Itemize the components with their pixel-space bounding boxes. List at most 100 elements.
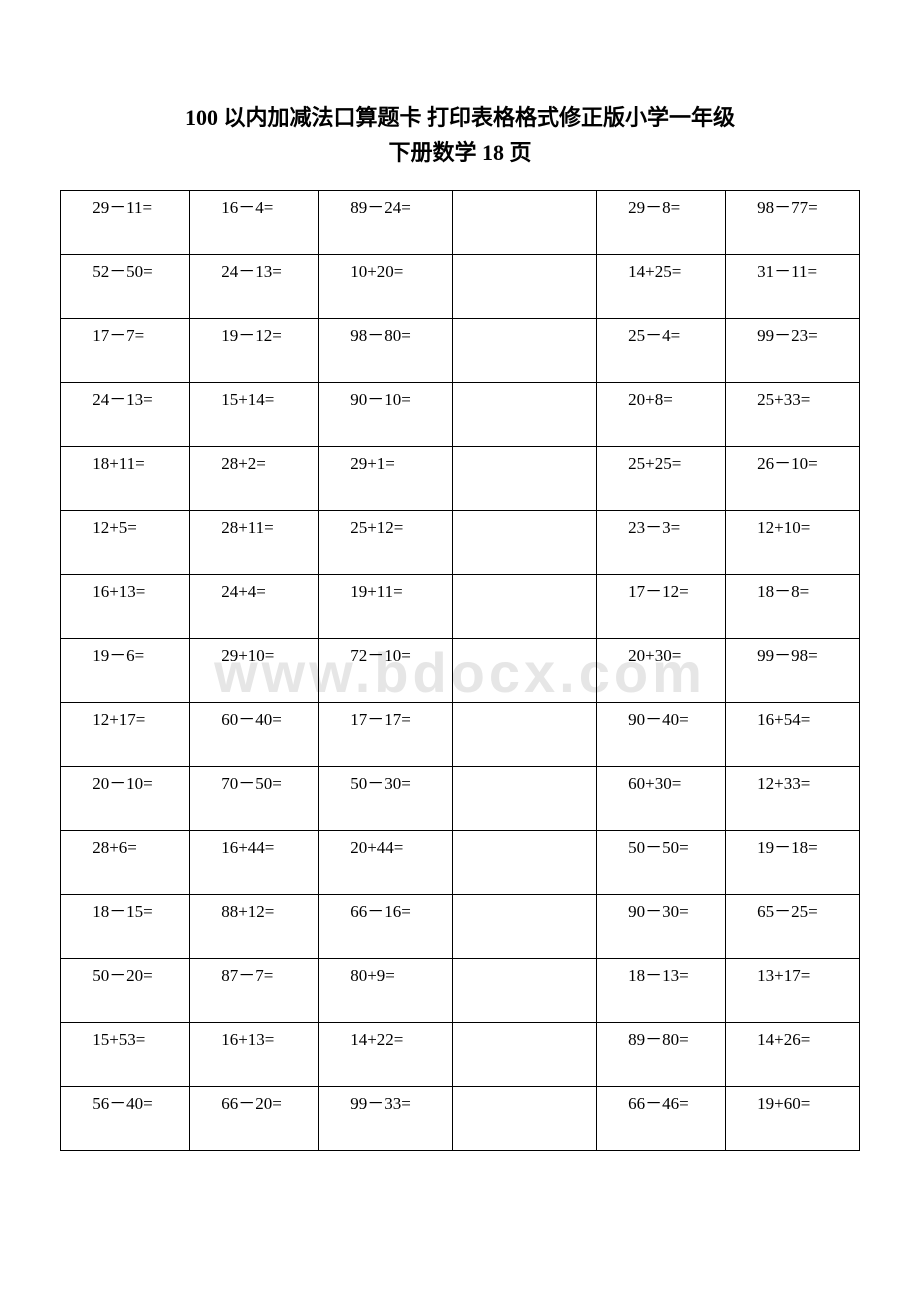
table-cell [453,511,597,575]
cell-text: 50－20= [65,965,185,988]
cell-text: 12+17= [65,709,185,732]
table-cell: 52－50= [61,255,190,319]
table-cell: 17－7= [61,319,190,383]
table-cell: 98－80= [319,319,453,383]
table-row: 18+11=28+2= 29+1= 25+25=26－10= [61,447,860,511]
table-cell [453,575,597,639]
table-cell: 15+53= [61,1023,190,1087]
table-cell: 99－23= [725,319,859,383]
cell-text: 12+5= [65,517,185,540]
table-cell: 19+11= [319,575,453,639]
cell-text: 15+14= [194,389,314,412]
table-cell: 90－10= [319,383,453,447]
table-cell: 29－8= [596,191,725,255]
table-cell: 89－24= [319,191,453,255]
cell-text: 60+30= [601,773,721,796]
cell-text: 56－40= [65,1093,185,1116]
table-cell: 31－11= [725,255,859,319]
table-row: 29－11= 16－4=89－24= 29－8=98－77= [61,191,860,255]
table-row: 16+13=24+4=19+11=17－12=18－8= [61,575,860,639]
table-cell [453,831,597,895]
table-cell [453,447,597,511]
table-cell: 23－3= [596,511,725,575]
cell-text: 50－30= [323,773,448,796]
table-row: 17－7=19－12=98－80=25－4=99－23= [61,319,860,383]
cell-text: 90－40= [601,709,721,732]
table-row: 12+17=60－40=17－17=90－40=16+54= [61,703,860,767]
table-cell: 60－40= [190,703,319,767]
cell-text: 26－10= [730,453,855,476]
cell-text: 19+60= [730,1093,855,1116]
worksheet-table: 29－11= 16－4=89－24= 29－8=98－77= 52－50= 24－13=… [60,190,860,1151]
cell-text: 20+30= [601,645,721,668]
table-cell: 99－98= [725,639,859,703]
table-cell: 16+13= [190,1023,319,1087]
cell-text: 23－3= [601,517,721,540]
cell-text: 14+26= [730,1029,855,1052]
table-cell: 24－13= [61,383,190,447]
table-cell [453,639,597,703]
table-cell [453,255,597,319]
cell-text: 14+25= [601,261,721,284]
table-row: 28+6=16+44=20+44=50－50=19－18= [61,831,860,895]
cell-text: 87－7= [194,965,314,988]
cell-text: 20+8= [601,389,721,412]
table-cell: 18－13= [596,959,725,1023]
table-row: 18－15=88+12=66－16= 90－30= 65－25= [61,895,860,959]
table-row: 12+5=28+11=25+12=23－3=12+10= [61,511,860,575]
cell-text: 66－16= [323,901,448,924]
title-line-1: 100 以内加减法口算题卡 打印表格格式修正版小学一年级 [60,100,860,135]
table-cell [453,191,597,255]
cell-text: 19－6= [65,645,185,668]
cell-text: 19+11= [323,581,448,604]
table-cell: 16－4= [190,191,319,255]
table-cell: 19－6= [61,639,190,703]
cell-text: 90－30= [601,901,721,924]
table-cell: 13+17= [725,959,859,1023]
table-cell: 66－16= [319,895,453,959]
table-cell: 88+12= [190,895,319,959]
table-row: 19－6= 29+10= 72－10= 20+30=99－98= [61,639,860,703]
table-cell: 29－11= [61,191,190,255]
cell-text: 50－50= [601,837,721,860]
cell-text: 72－10= [323,645,448,668]
cell-text: 99－33= [323,1093,448,1116]
cell-text: 28+2= [194,453,314,476]
cell-text: 29－11= [65,197,185,220]
cell-text: 24－13= [65,389,185,412]
cell-text: 89－80= [601,1029,721,1052]
cell-text: 15+53= [65,1029,185,1052]
cell-text: 24+4= [194,581,314,604]
cell-text: 28+11= [194,517,314,540]
table-cell: 60+30= [596,767,725,831]
cell-text: 65－25= [730,901,855,924]
cell-text: 16+44= [194,837,314,860]
table-cell: 16+13= [61,575,190,639]
cell-text: 14+22= [323,1029,448,1052]
cell-text: 20－10= [65,773,185,796]
cell-text: 25+12= [323,517,448,540]
cell-text: 18－15= [65,901,185,924]
cell-text: 29+10= [194,645,314,668]
cell-text: 66－46= [601,1093,721,1116]
cell-text: 98－77= [730,197,855,220]
table-cell: 12+17= [61,703,190,767]
table-cell: 16+44= [190,831,319,895]
page-title: 100 以内加减法口算题卡 打印表格格式修正版小学一年级 下册数学 18 页 [60,100,860,170]
table-cell: 14+26= [725,1023,859,1087]
table-cell: 29+10= [190,639,319,703]
table-cell: 50－20= [61,959,190,1023]
table-cell: 99－33= [319,1087,453,1151]
table-cell: 25－4= [596,319,725,383]
table-cell: 18+11= [61,447,190,511]
table-cell: 25+25= [596,447,725,511]
table-cell: 90－30= [596,895,725,959]
cell-text: 29+1= [323,453,448,476]
table-cell: 24+4= [190,575,319,639]
table-cell: 20+8= [596,383,725,447]
cell-text: 16－4= [194,197,314,220]
cell-text: 28+6= [65,837,185,860]
cell-text: 90－10= [323,389,448,412]
cell-text: 16+13= [65,581,185,604]
cell-text: 25－4= [601,325,721,348]
